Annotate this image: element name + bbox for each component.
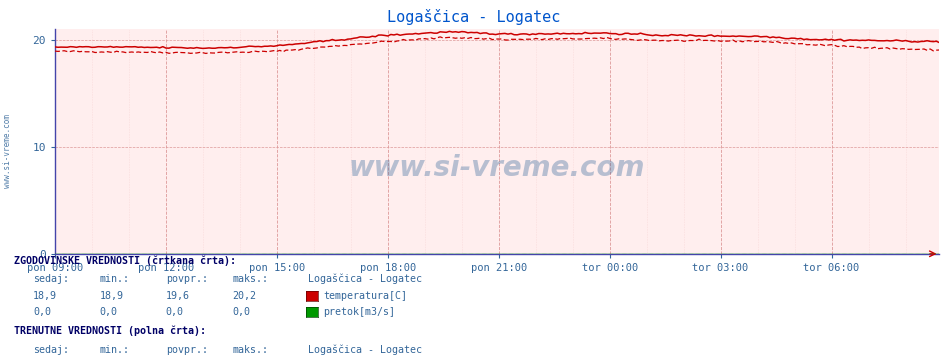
Text: pretok[m3/s]: pretok[m3/s]	[323, 307, 395, 317]
Text: 0,0: 0,0	[99, 307, 117, 317]
Text: 0,0: 0,0	[232, 307, 250, 317]
Text: www.si-vreme.com: www.si-vreme.com	[348, 154, 646, 182]
Text: temperatura[C]: temperatura[C]	[323, 291, 407, 301]
Text: TRENUTNE VREDNOSTI (polna črta):: TRENUTNE VREDNOSTI (polna črta):	[14, 326, 206, 336]
Text: 20,2: 20,2	[232, 291, 256, 301]
Text: povpr.:: povpr.:	[166, 274, 207, 284]
Text: maks.:: maks.:	[232, 345, 268, 355]
Text: 19,6: 19,6	[166, 291, 189, 301]
Text: sedaj:: sedaj:	[33, 345, 69, 355]
Text: 0,0: 0,0	[166, 307, 184, 317]
Text: Logaščica - Logatec: Logaščica - Logatec	[386, 9, 561, 25]
Text: 0,0: 0,0	[33, 307, 51, 317]
Text: 18,9: 18,9	[99, 291, 123, 301]
Text: min.:: min.:	[99, 345, 130, 355]
Text: povpr.:: povpr.:	[166, 345, 207, 355]
Text: sedaj:: sedaj:	[33, 274, 69, 284]
Text: 18,9: 18,9	[33, 291, 57, 301]
Text: Logaščica - Logatec: Logaščica - Logatec	[308, 274, 421, 284]
Text: www.si-vreme.com: www.si-vreme.com	[3, 114, 12, 188]
Text: Logaščica - Logatec: Logaščica - Logatec	[308, 345, 421, 355]
Text: ZGODOVINSKE VREDNOSTI (črtkana črta):: ZGODOVINSKE VREDNOSTI (črtkana črta):	[14, 255, 236, 266]
Text: min.:: min.:	[99, 274, 130, 284]
Text: maks.:: maks.:	[232, 274, 268, 284]
